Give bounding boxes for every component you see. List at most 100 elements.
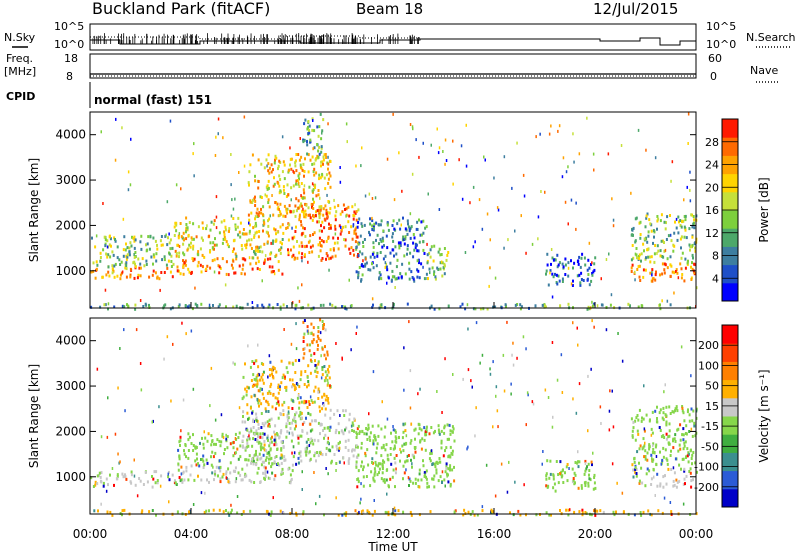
range-cell (295, 411, 298, 415)
range-cell (138, 477, 141, 480)
range-cell (434, 275, 437, 279)
range-cell (646, 248, 649, 252)
colorbar-tick-label: 12 (705, 227, 719, 240)
range-cell (250, 480, 253, 484)
range-cell (549, 271, 551, 275)
range-cell (226, 435, 229, 439)
range-cell (648, 445, 651, 449)
range-cell (144, 302, 147, 306)
range-cell (277, 181, 280, 185)
range-cell (223, 448, 226, 451)
range-cell (373, 442, 375, 446)
range-cell (274, 435, 277, 439)
range-cell (248, 229, 251, 233)
range-cell (677, 449, 680, 453)
range-cell (693, 262, 696, 266)
range-cell (279, 202, 282, 206)
range-cell (243, 272, 246, 276)
range-cell (690, 479, 693, 483)
range-cell (125, 261, 128, 265)
range-cell (327, 370, 330, 374)
range-cell (306, 343, 309, 347)
range-cell (249, 406, 252, 410)
range-cell (422, 219, 425, 223)
range-cell (408, 477, 411, 481)
range-cell (171, 473, 174, 477)
range-cell (312, 147, 314, 151)
range-cell (275, 455, 278, 458)
range-cell (321, 174, 324, 178)
range-cell (510, 392, 512, 396)
range-cell (579, 281, 582, 285)
range-cell (309, 234, 312, 238)
range-cell (265, 449, 268, 453)
range-cell (300, 241, 303, 245)
range-cell (350, 246, 353, 250)
range-cell (290, 398, 293, 402)
range-cell (402, 422, 405, 426)
range-cell (245, 393, 248, 397)
range-cell (596, 304, 599, 308)
range-cell (183, 478, 186, 482)
range-cell (152, 236, 155, 240)
range-cell (197, 474, 199, 478)
range-cell (298, 213, 301, 217)
range-cell (656, 227, 658, 231)
range-cell (214, 418, 217, 422)
range-cell (669, 233, 672, 237)
range-cell (108, 234, 111, 238)
range-cell (105, 252, 108, 256)
range-cell (298, 215, 301, 219)
range-cell (345, 426, 348, 430)
range-cell (252, 256, 255, 260)
range-cell (355, 245, 358, 249)
range-cell (669, 501, 672, 504)
nsearch-label: N.Search (746, 31, 796, 44)
range-cell (287, 170, 290, 174)
range-cell (402, 464, 405, 468)
range-cell (451, 468, 454, 472)
range-cell (348, 418, 351, 422)
range-cell (416, 249, 419, 253)
range-cell (279, 430, 282, 434)
range-cell (133, 253, 135, 256)
range-cell (318, 236, 321, 240)
range-cell (292, 245, 295, 249)
range-cell (294, 204, 297, 208)
range-cell (232, 454, 235, 458)
range-cell (519, 303, 522, 307)
range-cell (432, 259, 435, 263)
range-cell (590, 513, 593, 517)
range-cell (339, 414, 341, 417)
range-cell (188, 221, 191, 224)
range-cell (295, 347, 298, 351)
range-cell (442, 150, 444, 153)
range-cell (256, 398, 258, 401)
range-cell (557, 263, 560, 267)
range-cell (225, 437, 227, 441)
range-cell (674, 457, 677, 461)
colorbar-swatch (722, 397, 738, 417)
range-cell (253, 235, 256, 239)
range-cell (300, 202, 303, 206)
range-cell (365, 427, 368, 430)
range-cell (670, 239, 673, 243)
range-cell (372, 478, 375, 482)
range-cell (243, 164, 246, 168)
range-cell (572, 279, 574, 283)
range-cell (282, 413, 285, 417)
range-cell (258, 389, 261, 393)
range-cell (298, 185, 301, 188)
range-cell (362, 465, 365, 469)
range-cell (378, 242, 380, 246)
range-cell (105, 477, 108, 481)
range-cell (326, 254, 329, 258)
range-cell (224, 225, 227, 229)
range-cell (662, 434, 665, 438)
range-cell (354, 240, 357, 244)
range-cell (309, 158, 312, 162)
range-cell (659, 408, 662, 412)
range-cell (294, 359, 297, 363)
range-cell (413, 279, 416, 283)
range-cell (642, 445, 645, 449)
